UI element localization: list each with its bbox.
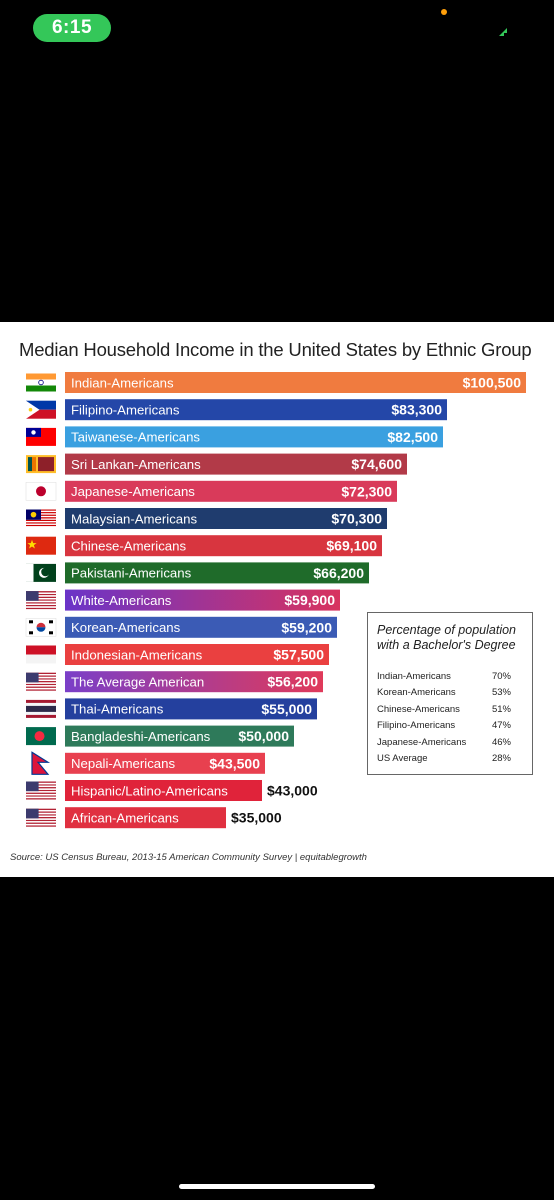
inset-row-value: 47% [491, 720, 511, 732]
value-label: $66,200 [313, 565, 364, 581]
category-label: Japanese-Americans [71, 484, 195, 499]
category-label: White-Americans [71, 593, 172, 608]
inset-row: Indian-Americans 70% [377, 669, 511, 685]
inset-row-label: Korean-Americans [377, 687, 456, 699]
bar-chart: Indian-Americans $100,500 Filipino-America… [25, 372, 526, 829]
value-label: $74,600 [351, 456, 402, 472]
sri-lanka-flag-icon [26, 455, 56, 474]
indonesia-flag-icon [26, 645, 56, 664]
usa-flag-icon [26, 591, 56, 610]
category-label: Filipino-Americans [71, 403, 180, 418]
bar [65, 426, 443, 448]
inset-row-label: US Average [377, 752, 428, 764]
bar [65, 671, 323, 693]
bar [65, 399, 447, 421]
category-label: African-Americans [71, 811, 179, 826]
inset-row-label: Indian-Americans [377, 671, 451, 682]
category-label: Chinese-Americans [71, 539, 186, 554]
value-label: $50,000 [238, 728, 289, 744]
value-label: $72,300 [341, 483, 392, 499]
bar [65, 453, 407, 475]
value-label: $70,300 [331, 511, 382, 527]
inset-row-value: 53% [491, 687, 511, 699]
taiwan-flag-icon [26, 427, 56, 446]
bar [65, 589, 340, 611]
inset-row: Korean-Americans 53% [377, 685, 511, 701]
pakistan-flag-icon [26, 563, 56, 582]
bar [65, 644, 329, 665]
india-flag-icon [26, 373, 56, 392]
category-label: Thai-Americans [71, 702, 164, 717]
bachelor-degree-inset: Percentage of population with a Bachelor… [367, 612, 533, 775]
value-label: $59,200 [281, 619, 332, 635]
category-label: Pakistani-Americans [71, 566, 192, 581]
inset-title: Percentage of population with a Bachelor… [377, 623, 516, 652]
value-label: $83,300 [391, 402, 442, 418]
chart-source: Source: US Census Bureau, 2013-15 Americ… [10, 852, 367, 863]
value-label: $57,500 [273, 647, 324, 663]
inset-row: Japanese-Americans 46% [377, 735, 511, 751]
chart-image: Median Household Income in the United St… [0, 322, 554, 877]
value-label: $56,200 [267, 674, 318, 690]
category-label: Indonesian-Americans [71, 647, 203, 662]
status-bar: 6:15 [0, 0, 554, 60]
inset-row: Chinese-Americans 51% [377, 702, 511, 718]
bar [65, 480, 397, 502]
malaysia-flag-icon [26, 509, 56, 528]
thailand-flag-icon [26, 699, 56, 718]
value-label: $43,500 [209, 755, 260, 771]
value-label: $55,000 [261, 701, 312, 717]
status-time[interactable]: 6:15 [33, 14, 111, 42]
inset-row-value: 28% [491, 752, 511, 764]
bar [65, 780, 262, 801]
bar [65, 562, 369, 584]
bar [65, 535, 382, 557]
category-label: Hispanic/Latino-Americans [71, 783, 228, 798]
japan-flag-icon [25, 482, 57, 501]
inset-row: US Average 28% [377, 751, 511, 767]
category-label: Bangladeshi-Americans [71, 729, 211, 744]
category-label: Sri Lankan-Americans [71, 457, 201, 472]
nepal-flag-icon [31, 751, 51, 775]
usa-flag-icon [26, 808, 56, 827]
usa-flag-icon [26, 672, 56, 691]
category-label: The Average American [71, 675, 204, 690]
category-label: Nepali-Americans [71, 756, 175, 771]
inset-row-value: 51% [491, 703, 511, 715]
bar [65, 807, 226, 829]
value-label: $35,000 [231, 810, 282, 826]
category-label: Taiwanese-Americans [71, 430, 200, 445]
category-label: Korean-Americans [71, 620, 181, 635]
category-label: Indian-Americans [71, 375, 174, 390]
inset-rows: Indian-Americans 70% Korean-Americans 53% … [377, 669, 511, 767]
inset-row: Filipino-Americans 47% [377, 718, 511, 734]
chart-title: Median Household Income in the United St… [19, 339, 532, 360]
value-label: $100,500 [463, 375, 522, 391]
value-label: $59,900 [284, 592, 335, 608]
inset-row-value: 70% [491, 671, 511, 682]
south-korea-flag-icon [25, 618, 57, 637]
privacy-indicator-dot [441, 9, 447, 15]
bangladesh-flag-icon [26, 727, 56, 746]
location-arrow-icon [499, 28, 507, 36]
inset-row-label: Chinese-Americans [377, 703, 460, 715]
usa-flag-icon [26, 781, 56, 800]
inset-row-label: Filipino-Americans [377, 720, 456, 732]
home-indicator[interactable] [179, 1184, 375, 1189]
inset-row-value: 46% [491, 736, 511, 748]
category-label: Malaysian-Americans [71, 511, 197, 526]
china-flag-icon [26, 536, 56, 555]
bar [65, 372, 526, 393]
value-label: $43,000 [267, 783, 318, 799]
philippines-flag-icon [26, 400, 56, 419]
bar [65, 725, 294, 747]
bar [65, 752, 265, 774]
bar [65, 616, 337, 638]
bar [65, 698, 317, 720]
value-label: $69,100 [326, 538, 377, 554]
bar [65, 508, 387, 529]
inset-row-label: Japanese-Americans [377, 736, 467, 748]
value-label: $82,500 [387, 429, 438, 445]
